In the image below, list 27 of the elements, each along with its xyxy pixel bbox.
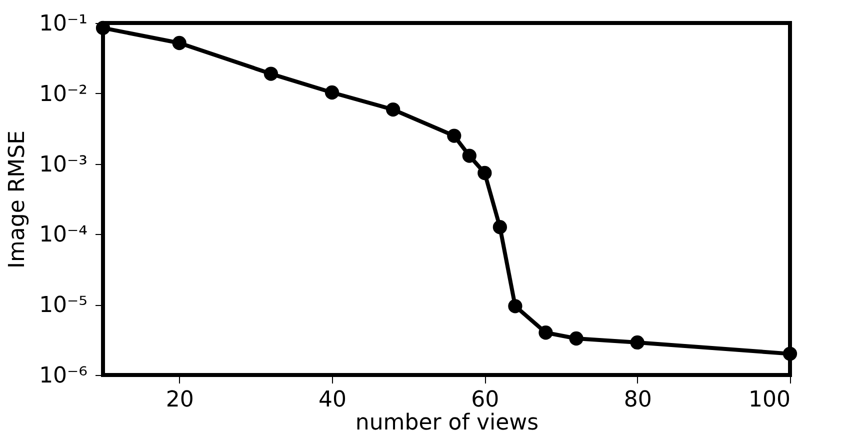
point bbox=[96, 20, 110, 36]
x-tick-label: 80 bbox=[624, 388, 652, 412]
point bbox=[569, 331, 584, 346]
y-tick-label: 10⁻¹ bbox=[39, 12, 88, 36]
x-tick-label: 100 bbox=[748, 388, 790, 412]
point bbox=[782, 346, 798, 361]
point bbox=[538, 326, 553, 340]
point bbox=[478, 166, 492, 180]
y-tick-label: 10⁻² bbox=[39, 82, 88, 107]
point bbox=[172, 36, 186, 50]
x-tick-label: 60 bbox=[471, 388, 500, 412]
point bbox=[264, 66, 278, 81]
y-tick-label: 10⁻⁵ bbox=[39, 293, 88, 318]
point bbox=[324, 85, 340, 100]
y-tick-label: 10⁻⁶ bbox=[39, 364, 88, 388]
point bbox=[630, 335, 644, 350]
x-tick-label: 40 bbox=[318, 388, 346, 412]
point bbox=[508, 299, 522, 314]
point bbox=[462, 148, 476, 163]
point bbox=[386, 102, 400, 117]
y-axis-title: Image RMSE bbox=[5, 130, 30, 269]
y-tick-label: 10⁻⁴ bbox=[39, 222, 88, 248]
y-tick-label: 10⁻³ bbox=[39, 152, 88, 178]
x-axis-title: number of views bbox=[355, 410, 539, 436]
point bbox=[447, 128, 462, 143]
x-tick-label: 20 bbox=[166, 388, 194, 412]
point bbox=[492, 220, 508, 234]
